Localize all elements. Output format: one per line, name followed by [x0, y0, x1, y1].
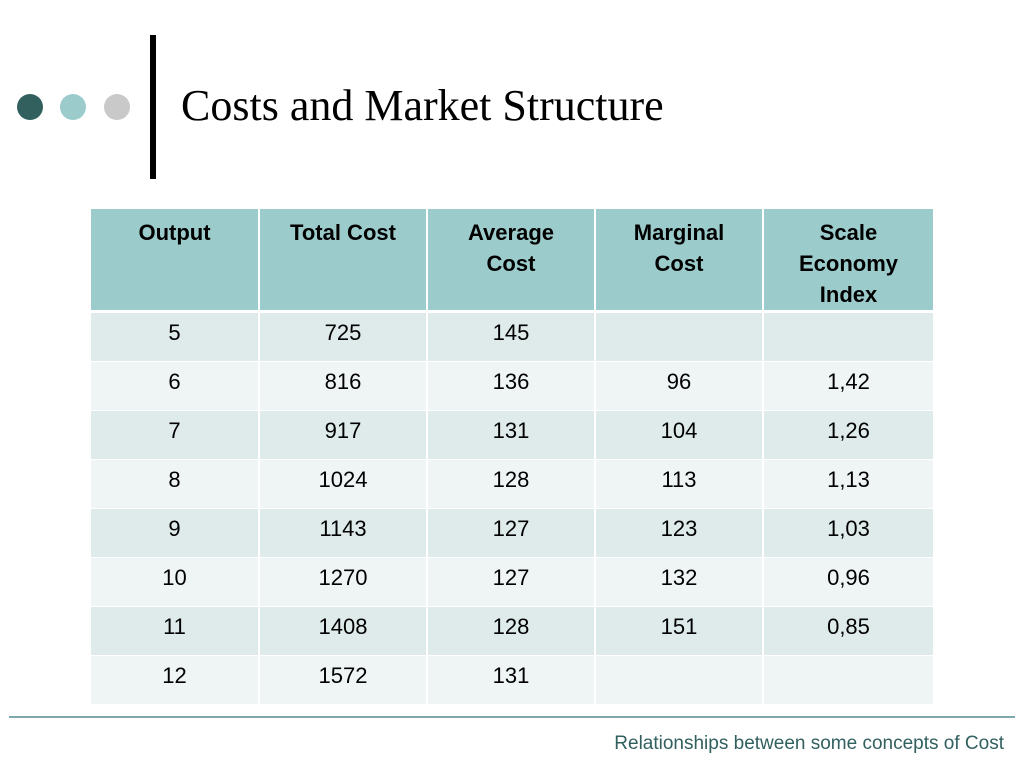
- average-cost-cell: 127: [427, 508, 596, 558]
- cell-value: 127: [492, 565, 530, 590]
- cell-value: 131: [492, 663, 530, 688]
- cell-value: 151: [660, 614, 698, 639]
- cell-value: 0,85: [827, 614, 870, 639]
- scale-economy-index-cell: 0,85: [763, 606, 933, 656]
- scale-economy-index-cell: [763, 311, 933, 362]
- scale-economy-index-cell: 1,42: [763, 361, 933, 411]
- title-divider: [150, 35, 156, 179]
- total-cost-cell: 725: [259, 311, 428, 362]
- average-cost-cell: 127: [427, 557, 596, 607]
- cell-value: 123: [660, 516, 698, 541]
- scale-economy-index-cell: 1,26: [763, 410, 933, 460]
- marginal-cost-cell: [595, 311, 764, 362]
- column-header-average-cost: Average Cost: [427, 209, 596, 313]
- cell-value: 1408: [318, 614, 368, 639]
- total-cost-cell: 1408: [259, 606, 428, 656]
- slide-title: Costs and Market Structure: [181, 81, 664, 130]
- footer-divider: [9, 716, 1015, 718]
- cell-value: 104: [660, 418, 698, 443]
- cell-value: 9: [168, 516, 181, 541]
- output-cell: 7: [91, 410, 260, 460]
- column-header-marginal-cost: Marginal Cost: [595, 209, 764, 313]
- table-row: 7 917 131 104 1,26: [91, 410, 933, 460]
- cell-value: 6: [168, 369, 181, 394]
- marginal-cost-cell: 96: [595, 361, 764, 411]
- average-cost-cell: 131: [427, 655, 596, 705]
- cell-value: 132: [660, 565, 698, 590]
- cell-value: 1,42: [827, 369, 870, 394]
- marginal-cost-cell: 104: [595, 410, 764, 460]
- scale-economy-index-cell: 1,03: [763, 508, 933, 558]
- total-cost-cell: 917: [259, 410, 428, 460]
- marginal-cost-cell: 151: [595, 606, 764, 656]
- output-cell: 9: [91, 508, 260, 558]
- column-header-total-cost: Total Cost: [259, 209, 428, 313]
- cell-value: 145: [492, 320, 530, 345]
- output-cell: 5: [91, 311, 260, 362]
- cell-value: 11: [163, 614, 186, 639]
- average-cost-cell: 128: [427, 606, 596, 656]
- cell-value: 1143: [319, 516, 367, 541]
- average-cost-cell: 136: [427, 361, 596, 411]
- decorative-dot-gray: [104, 94, 130, 120]
- total-cost-cell: 1143: [259, 508, 428, 558]
- cell-value: 8: [168, 467, 181, 492]
- cell-value: 1,03: [827, 516, 870, 541]
- cell-value: 1270: [318, 565, 368, 590]
- table-row: 5 725 145: [91, 311, 933, 362]
- average-cost-cell: 145: [427, 311, 596, 362]
- table-row: 11 1408 128 151 0,85: [91, 606, 933, 656]
- cell-value: 10: [162, 565, 187, 590]
- slide-footer: Relationships between some concepts of C…: [614, 733, 1004, 754]
- cell-value: 1,13: [827, 467, 870, 492]
- table-row: 6 816 136 96 1,42: [91, 361, 933, 411]
- output-cell: 12: [91, 655, 260, 705]
- table-row: 10 1270 127 132 0,96: [91, 557, 933, 607]
- output-cell: 11: [91, 606, 260, 656]
- marginal-cost-cell: 113: [595, 459, 764, 509]
- total-cost-cell: 816: [259, 361, 428, 411]
- decorative-dot-light: [60, 94, 86, 120]
- marginal-cost-cell: 123: [595, 508, 764, 558]
- cell-value: 5: [168, 320, 181, 345]
- cell-value: 136: [492, 369, 530, 394]
- cell-value: 725: [324, 320, 362, 345]
- cell-value: 1024: [318, 467, 368, 492]
- output-cell: 10: [91, 557, 260, 607]
- cell-value: 7: [168, 418, 181, 443]
- marginal-cost-cell: 132: [595, 557, 764, 607]
- scale-economy-index-cell: 1,13: [763, 459, 933, 509]
- table-row: 9 1143 127 123 1,03: [91, 508, 933, 558]
- cell-value: 128: [492, 467, 530, 492]
- cell-value: 131: [492, 418, 530, 443]
- scale-economy-index-cell: 0,96: [763, 557, 933, 607]
- total-cost-cell: 1024: [259, 459, 428, 509]
- scale-economy-index-cell: [763, 655, 933, 705]
- column-header-output: Output: [91, 209, 260, 313]
- table-row: 12 1572 131: [91, 655, 933, 705]
- output-cell: 6: [91, 361, 260, 411]
- cell-value: 96: [666, 369, 692, 394]
- total-cost-cell: 1572: [259, 655, 428, 705]
- cell-value: 12: [162, 663, 187, 688]
- cell-value: 1572: [318, 663, 368, 688]
- cell-value: 127: [492, 516, 530, 541]
- average-cost-cell: 131: [427, 410, 596, 460]
- cell-value: 1,26: [827, 418, 870, 443]
- table-row: 8 1024 128 113 1,13: [91, 459, 933, 509]
- column-header-scale-economy-index: Scale Economy Index: [763, 209, 933, 313]
- cost-table: Output Total Cost Average Cost Marginal Co…: [91, 209, 933, 705]
- average-cost-cell: 128: [427, 459, 596, 509]
- cell-value: 816: [324, 369, 362, 394]
- marginal-cost-cell: [595, 655, 764, 705]
- cell-value: 113: [661, 467, 697, 492]
- cell-value: 917: [324, 418, 362, 443]
- output-cell: 8: [91, 459, 260, 509]
- table-header-row: Output Total Cost Average Cost Marginal Co…: [91, 209, 933, 313]
- decorative-dot-dark: [17, 94, 43, 120]
- cell-value: 128: [492, 614, 530, 639]
- cell-value: 0,96: [827, 565, 870, 590]
- total-cost-cell: 1270: [259, 557, 428, 607]
